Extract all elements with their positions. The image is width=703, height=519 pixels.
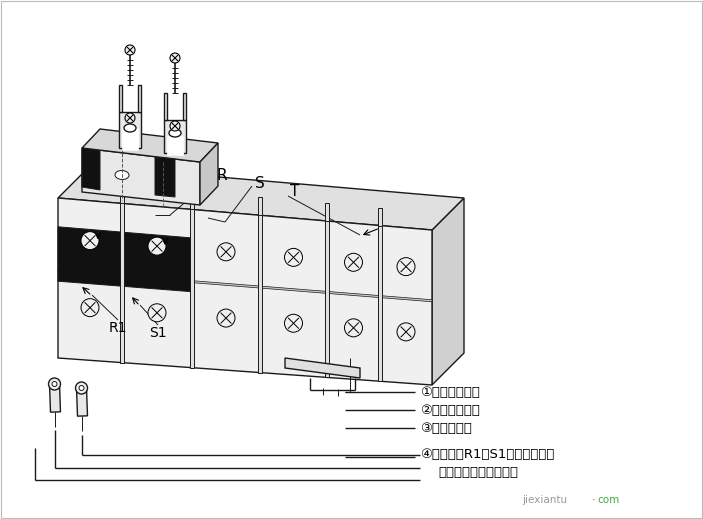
Text: S1: S1 xyxy=(149,326,167,340)
Polygon shape xyxy=(325,221,329,377)
Text: ·: · xyxy=(592,495,595,505)
Text: ④用导线将R1、S1端子与断路器: ④用导线将R1、S1端子与断路器 xyxy=(420,448,555,461)
Circle shape xyxy=(81,298,99,317)
Polygon shape xyxy=(119,112,141,148)
Circle shape xyxy=(148,237,166,255)
Polygon shape xyxy=(58,166,464,230)
Polygon shape xyxy=(200,143,218,205)
Polygon shape xyxy=(58,270,122,277)
Polygon shape xyxy=(77,388,87,416)
Text: S: S xyxy=(255,175,265,190)
Text: jiexiantu: jiexiantu xyxy=(522,495,567,505)
Polygon shape xyxy=(82,129,218,162)
Polygon shape xyxy=(183,93,186,120)
Polygon shape xyxy=(119,85,122,112)
Circle shape xyxy=(397,323,415,341)
Polygon shape xyxy=(164,120,186,153)
Text: com: com xyxy=(597,495,619,505)
Polygon shape xyxy=(122,128,138,150)
Circle shape xyxy=(285,314,302,332)
Polygon shape xyxy=(192,281,260,288)
Polygon shape xyxy=(258,215,262,373)
Polygon shape xyxy=(49,384,60,412)
Polygon shape xyxy=(378,208,382,226)
Polygon shape xyxy=(138,85,141,112)
Circle shape xyxy=(285,249,302,266)
Circle shape xyxy=(397,257,415,276)
Polygon shape xyxy=(82,148,200,205)
Text: ①拧松上排螺丝: ①拧松上排螺丝 xyxy=(420,386,480,399)
Polygon shape xyxy=(122,275,192,283)
Circle shape xyxy=(344,319,363,337)
Ellipse shape xyxy=(115,170,129,180)
Circle shape xyxy=(49,378,60,390)
Polygon shape xyxy=(380,296,432,302)
Text: ②取出下排螺丝: ②取出下排螺丝 xyxy=(420,403,480,417)
Polygon shape xyxy=(82,148,100,190)
Polygon shape xyxy=(325,203,329,221)
Polygon shape xyxy=(190,210,194,367)
Polygon shape xyxy=(378,226,382,381)
Circle shape xyxy=(217,243,235,261)
Polygon shape xyxy=(122,232,192,292)
Circle shape xyxy=(81,231,99,250)
Polygon shape xyxy=(167,136,183,155)
Polygon shape xyxy=(190,192,194,210)
Polygon shape xyxy=(285,358,360,378)
Polygon shape xyxy=(120,185,124,203)
Circle shape xyxy=(125,45,135,55)
Ellipse shape xyxy=(124,124,136,132)
Polygon shape xyxy=(164,93,167,120)
Text: T: T xyxy=(290,184,299,199)
Polygon shape xyxy=(258,197,262,215)
Polygon shape xyxy=(432,198,464,385)
Ellipse shape xyxy=(156,174,170,184)
Polygon shape xyxy=(155,157,175,197)
Circle shape xyxy=(170,121,180,131)
Text: 输入俧的两相电源连接: 输入俧的两相电源连接 xyxy=(438,466,518,479)
Text: ③取出短路片: ③取出短路片 xyxy=(420,421,472,434)
Circle shape xyxy=(344,253,363,271)
Circle shape xyxy=(75,382,87,394)
Polygon shape xyxy=(327,291,380,297)
Circle shape xyxy=(125,113,135,123)
Circle shape xyxy=(79,386,84,390)
Circle shape xyxy=(170,53,180,63)
Circle shape xyxy=(217,309,235,327)
Polygon shape xyxy=(58,227,122,286)
Text: R: R xyxy=(217,168,228,183)
Polygon shape xyxy=(120,203,124,363)
Ellipse shape xyxy=(169,129,181,137)
Polygon shape xyxy=(58,198,432,385)
Circle shape xyxy=(52,381,57,387)
Polygon shape xyxy=(260,286,327,293)
Circle shape xyxy=(148,304,166,322)
Text: R1: R1 xyxy=(109,321,127,335)
